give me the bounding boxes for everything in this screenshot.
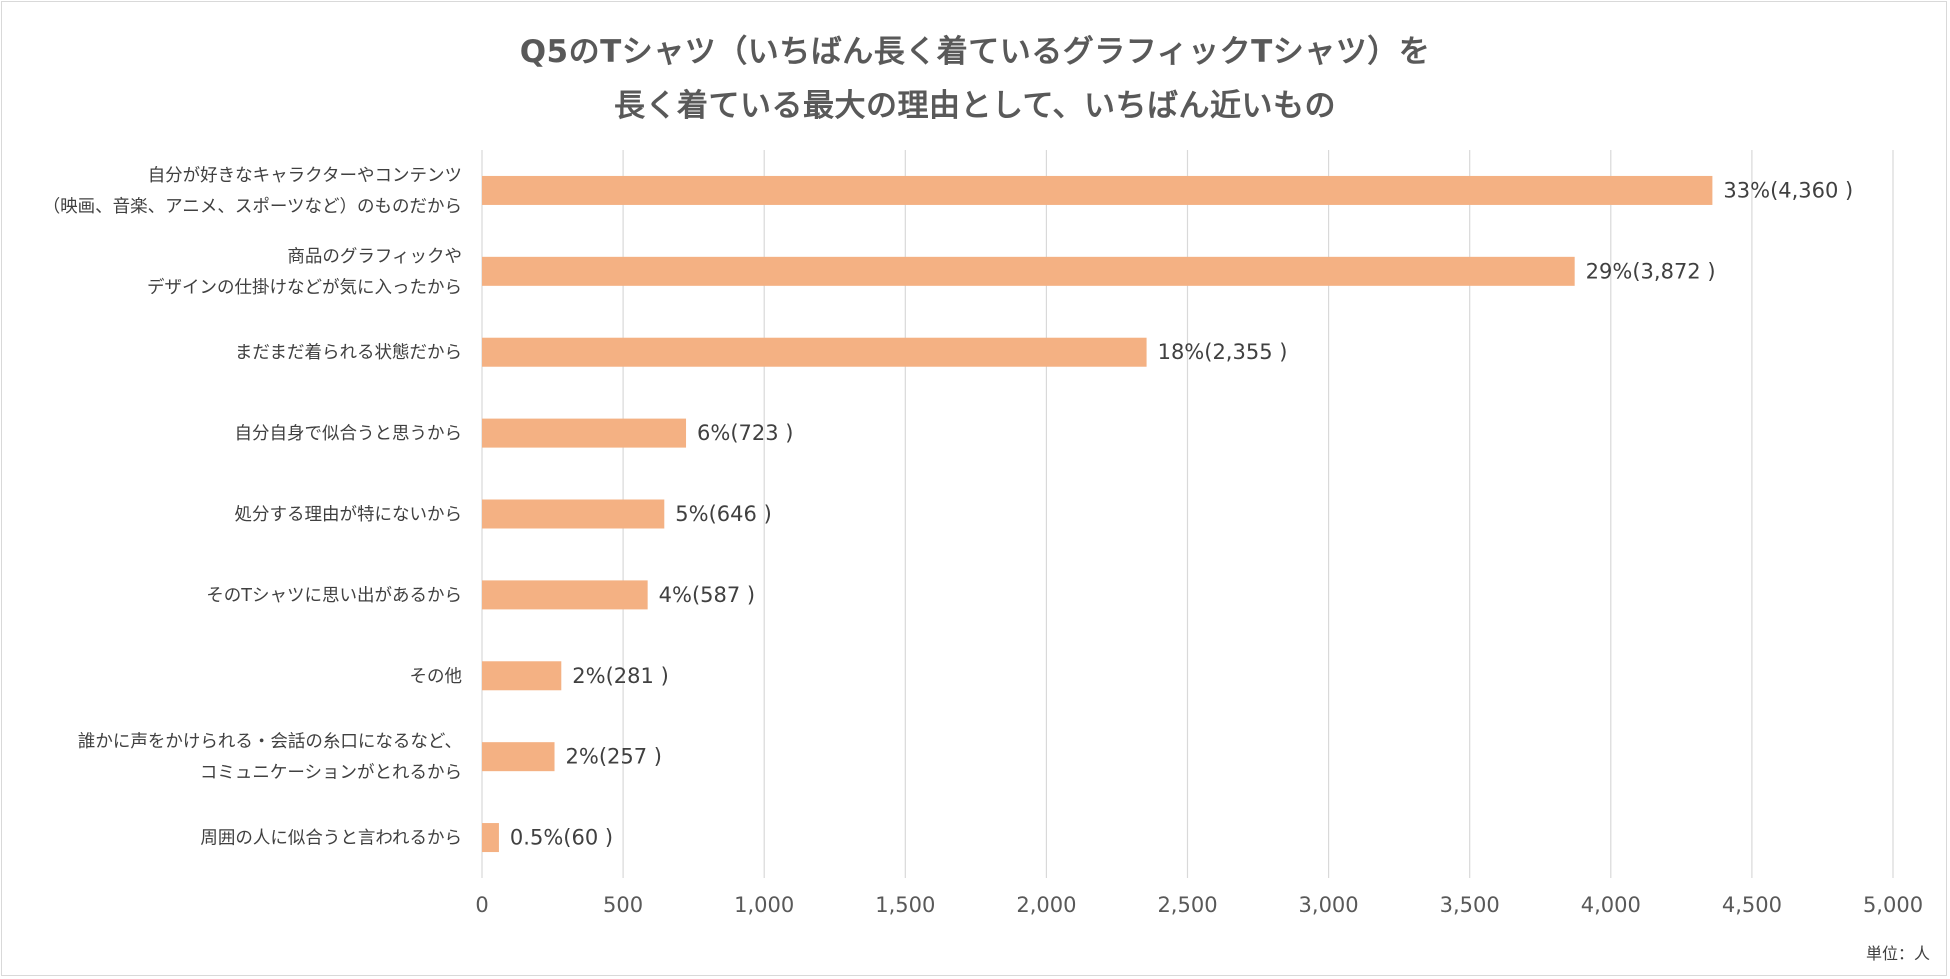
x-tick-label-1: 500 [603,893,643,917]
x-tick-label-3: 1,500 [875,893,935,917]
x-tick-label-0: 0 [475,893,488,917]
category-label-0-1: （映画、音楽、アニメ、スポーツなど）のものだから [43,197,462,217]
x-tick-label-8: 4,000 [1581,893,1641,917]
data-label-3: 6%(723 ) [697,421,793,445]
bar-4 [482,499,665,529]
category-label-6-0: その他 [410,667,463,687]
data-label-8: 0.5%(60 ) [510,826,613,850]
category-label-2-0: まだまだ着られる状態だから [235,343,462,363]
bar-7 [482,742,555,772]
category-label-7-1: コミュニケーションがとれるから [200,763,462,783]
bar-8 [482,823,499,853]
bar-3 [482,418,687,448]
chart-title-line2: 長く着ている最大の理由として、いちばん近いもの [613,88,1337,124]
bar-0 [482,175,1713,205]
category-label-0-0: 自分が好きなキャラクターやコンテンツ [148,166,462,186]
bar-1 [482,256,1575,286]
data-label-6: 2%(281 ) [572,664,668,688]
x-tick-label-10: 5,000 [1863,893,1923,917]
category-label-1-1: デザインの仕掛けなどが気に入ったから [147,277,462,298]
x-tick-label-6: 3,000 [1299,893,1359,917]
data-label-2: 18%(2,355 ) [1158,340,1288,364]
bar-5 [482,580,648,610]
category-label-1-0: 商品のグラフィックや [287,247,462,267]
category-label-4-0: 処分する理由が特にないから [235,505,463,525]
data-label-5: 4%(587 ) [659,583,755,607]
unit-label: 単位：人 [1865,944,1930,963]
data-label-4: 5%(646 ) [675,502,771,526]
chart-title-line1: Q5のTシャツ（いちばん長く着ているグラフィックTシャツ）を [519,34,1431,70]
data-label-0: 33%(4,360 ) [1723,178,1853,202]
x-tick-label-9: 4,500 [1722,893,1782,917]
bar-2 [482,337,1147,367]
category-label-3-0: 自分自身で似合うと思うから [235,424,463,444]
x-tick-label-7: 3,500 [1440,893,1500,917]
category-label-7-0: 誰かに声をかけられる・会話の糸口になるなど、 [78,732,462,752]
category-label-5-0: そのTシャツに思い出があるから [206,586,462,606]
bar-6 [482,661,562,691]
x-tick-label-4: 2,000 [1016,893,1076,917]
data-label-1: 29%(3,872 ) [1586,259,1716,283]
x-tick-label-5: 2,500 [1157,893,1217,917]
data-label-7: 2%(257 ) [566,745,662,769]
x-tick-label-2: 1,000 [734,893,794,917]
category-label-8-0: 周囲の人に似合うと言われるから [200,829,462,849]
